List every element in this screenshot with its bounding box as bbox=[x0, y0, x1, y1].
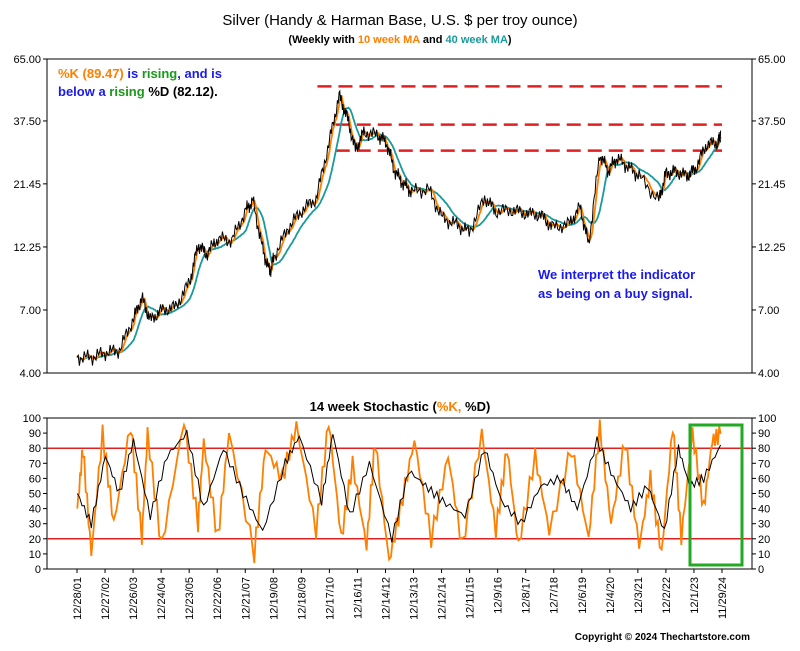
stoch-ytick-label-right: 40 bbox=[758, 504, 770, 516]
price-ytick-label-right: 4.00 bbox=[758, 368, 779, 380]
price-ytick-label-left: 4.00 bbox=[20, 368, 41, 380]
price-ytick-label-right: 21.45 bbox=[758, 179, 786, 191]
stoch-ytick-label-right: 20 bbox=[758, 534, 770, 546]
interpret-line2: as being on a buy signal. bbox=[538, 286, 693, 301]
stoch-k-line bbox=[76, 419, 722, 564]
stoch-ytick-label-right: 60 bbox=[758, 473, 770, 485]
stoch-ytick-label-left: 80 bbox=[29, 443, 41, 455]
annotation-line1: %K (89.47) is rising, and is bbox=[58, 66, 222, 81]
stoch-ytick-label-right: 70 bbox=[758, 458, 770, 470]
stoch-y-axis: 0 0 10 10 20 20 30 30 40 40 50 50 60 60 70 70 80 80 90 90 10… bbox=[23, 413, 777, 576]
stoch-d-line bbox=[76, 429, 722, 543]
stoch-title: 14 week Stochastic (%K, %D) bbox=[310, 399, 491, 414]
x-tick-label: 12/23/05 bbox=[184, 577, 196, 620]
resistance-lines bbox=[317, 85, 722, 152]
annotation-rising2: rising bbox=[109, 84, 144, 99]
stoch-ytick-label-left: 0 bbox=[35, 564, 41, 576]
price-line bbox=[76, 89, 722, 366]
annotation-d: %D (82.12). bbox=[145, 84, 218, 99]
price-ytick-label-left: 7.00 bbox=[20, 305, 41, 317]
stoch-ytick-label-left: 10 bbox=[29, 549, 41, 561]
annotation-k: %K (89.47) bbox=[58, 66, 124, 81]
x-tick-label: 12/1/23 bbox=[689, 577, 701, 614]
stoch-ytick-label-left: 60 bbox=[29, 473, 41, 485]
subtitle-ma40: 40 week MA bbox=[446, 34, 508, 46]
chart-subtitle: (Weekly with 10 week MA and 40 week MA) bbox=[288, 34, 512, 46]
price-ytick-label-right: 37.50 bbox=[758, 116, 786, 128]
price-ytick-label-left: 65.00 bbox=[13, 54, 41, 66]
x-tick-label: 11/29/24 bbox=[717, 577, 729, 619]
x-tick-label: 12/28/01 bbox=[72, 577, 84, 620]
x-tick-label: 12/17/10 bbox=[324, 577, 336, 620]
price-ytick-label-right: 7.00 bbox=[758, 305, 779, 317]
copyright: Copyright © 2024 Thechartstore.com bbox=[575, 632, 750, 643]
x-tick-label: 12/19/08 bbox=[268, 577, 280, 620]
price-ytick-label-left: 21.45 bbox=[13, 179, 41, 191]
x-tick-label: 12/7/18 bbox=[549, 577, 561, 614]
stoch-ytick-label-left: 100 bbox=[23, 413, 41, 425]
stoch-title-d: %D bbox=[465, 399, 486, 414]
stoch-ytick-label-right: 90 bbox=[758, 428, 770, 440]
subtitle-suffix: ) bbox=[508, 34, 512, 46]
subtitle-and: and bbox=[420, 34, 446, 46]
x-tick-label: 12/16/11 bbox=[352, 577, 364, 619]
stoch-ytick-label-right: 30 bbox=[758, 519, 770, 531]
price-ytick-label-left: 37.50 bbox=[13, 116, 41, 128]
stoch-ytick-label-right: 10 bbox=[758, 549, 770, 561]
stoch-ytick-label-right: 50 bbox=[758, 489, 770, 501]
price-y-axis: 65.00 65.00 37.50 37.50 21.45 21.45 12.25 12.25… bbox=[13, 54, 785, 380]
x-tick-label: 12/26/03 bbox=[128, 577, 140, 620]
x-tick-label: 12/21/07 bbox=[240, 577, 252, 620]
x-tick-label: 12/13/13 bbox=[409, 577, 421, 620]
highlight-box bbox=[688, 423, 744, 567]
x-tick-label: 12/9/16 bbox=[493, 577, 505, 614]
x-tick-label: 12/24/04 bbox=[156, 577, 168, 620]
x-tick-label: 12/11/15 bbox=[465, 577, 477, 619]
x-tick-label: 12/8/17 bbox=[521, 577, 533, 614]
x-tick-label: 12/4/20 bbox=[605, 577, 617, 614]
x-tick-label: 12/6/19 bbox=[577, 577, 589, 614]
x-tick-label: 12/2/22 bbox=[661, 577, 673, 614]
x-tick-label: 12/18/09 bbox=[296, 577, 308, 620]
price-ytick-label-left: 12.25 bbox=[13, 242, 41, 254]
stoch-ytick-label-left: 20 bbox=[29, 534, 41, 546]
subtitle-ma10: 10 week MA bbox=[358, 34, 420, 46]
subtitle-prefix: (Weekly with bbox=[288, 34, 357, 46]
ma10-line bbox=[76, 94, 722, 362]
stoch-ytick-label-right: 80 bbox=[758, 443, 770, 455]
stoch-ytick-label-left: 50 bbox=[29, 489, 41, 501]
x-tick-label: 12/22/06 bbox=[212, 577, 224, 620]
interpret-line1: We interpret the indicator bbox=[538, 267, 695, 282]
x-tick-label: 12/12/14 bbox=[437, 577, 449, 620]
chart-title: Silver (Handy & Harman Base, U.S. $ per … bbox=[222, 12, 577, 29]
annotation-rising1: rising bbox=[142, 66, 177, 81]
stoch-ytick-label-left: 70 bbox=[29, 458, 41, 470]
price-ytick-label-right: 12.25 bbox=[758, 242, 786, 254]
x-axis-dates: 12/28/01 12/27/02 12/26/03 12/24/04 12/23/05… bbox=[72, 569, 729, 620]
price-panel-frame bbox=[46, 58, 753, 374]
stoch-ytick-label-right: 0 bbox=[758, 564, 764, 576]
price-ytick-label-right: 65.00 bbox=[758, 54, 786, 66]
annotation-line2: below a rising %D (82.12). bbox=[58, 84, 218, 99]
stoch-ytick-label-left: 40 bbox=[29, 504, 41, 516]
x-tick-label: 12/3/21 bbox=[633, 577, 645, 614]
ma40-line bbox=[76, 106, 722, 361]
stoch-panel-frame bbox=[46, 417, 753, 570]
stoch-title-k: %K, bbox=[437, 399, 465, 414]
stoch-series bbox=[76, 419, 722, 564]
price-series bbox=[76, 89, 722, 366]
stoch-reference-lines bbox=[47, 447, 752, 540]
stoch-ytick-label-right: 100 bbox=[758, 413, 776, 425]
stoch-ytick-label-left: 30 bbox=[29, 519, 41, 531]
stoch-ytick-label-left: 90 bbox=[29, 428, 41, 440]
x-tick-label: 12/14/12 bbox=[380, 577, 392, 620]
x-tick-label: 12/27/02 bbox=[100, 577, 112, 620]
